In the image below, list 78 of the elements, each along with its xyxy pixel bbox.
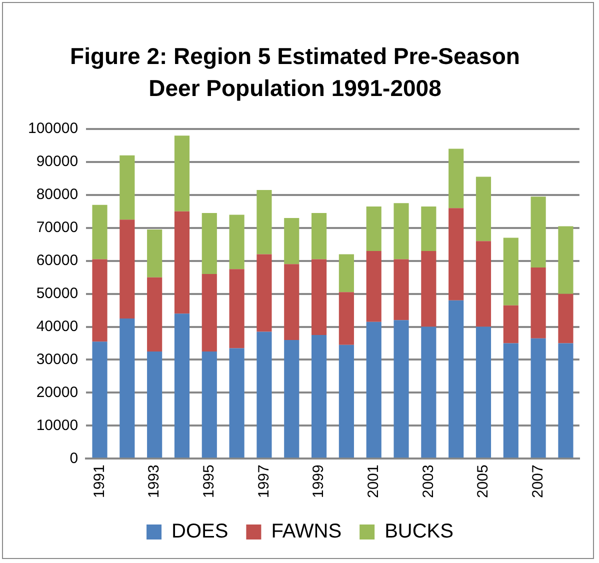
bar bbox=[366, 250, 382, 322]
bar bbox=[312, 213, 327, 260]
bar bbox=[366, 206, 382, 251]
bar bbox=[394, 259, 409, 320]
bar bbox=[256, 332, 272, 458]
bar bbox=[558, 294, 574, 344]
x-tick-label: 2007 bbox=[529, 464, 546, 498]
y-tick-label: 60000 bbox=[36, 252, 78, 269]
bar bbox=[338, 344, 354, 458]
y-tick-label: 100000 bbox=[28, 120, 78, 138]
bar bbox=[366, 322, 382, 458]
y-tick-label: 20000 bbox=[36, 384, 78, 401]
chart-title: Figure 2: Region 5 Estimated Pre-Season Deer Population 1991-2008 bbox=[69, 42, 521, 103]
bar bbox=[421, 206, 436, 251]
bar bbox=[92, 342, 108, 458]
bar bbox=[147, 352, 162, 458]
bar bbox=[530, 267, 546, 338]
y-tick-label: 0 bbox=[70, 450, 78, 467]
bar bbox=[174, 314, 190, 458]
x-tick-label: 1991 bbox=[90, 464, 108, 498]
bar bbox=[147, 230, 162, 278]
bar bbox=[147, 277, 162, 352]
bar bbox=[503, 305, 518, 344]
bar bbox=[284, 264, 300, 340]
bar bbox=[256, 190, 272, 254]
bar bbox=[503, 238, 518, 306]
y-tick-label: 10000 bbox=[36, 416, 78, 434]
y-tick-label: 70000 bbox=[36, 219, 78, 236]
legend-label: FAWNS bbox=[271, 520, 342, 543]
x-tick-label: 2003 bbox=[420, 464, 437, 498]
bar bbox=[421, 326, 436, 458]
bar bbox=[120, 155, 135, 220]
bar bbox=[284, 340, 300, 458]
y-tick-label: 90000 bbox=[36, 153, 78, 170]
legend-label: DOES bbox=[172, 520, 228, 543]
bar bbox=[421, 250, 436, 327]
bar bbox=[174, 136, 190, 212]
bar bbox=[338, 292, 354, 345]
bar bbox=[394, 203, 409, 260]
bar bbox=[558, 343, 574, 458]
y-tick-label: 80000 bbox=[36, 186, 78, 204]
x-tick-label: 2001 bbox=[364, 464, 382, 498]
x-tick-label: 1999 bbox=[310, 464, 328, 498]
bar bbox=[284, 218, 300, 264]
x-tick-label: 1997 bbox=[255, 464, 272, 498]
bar bbox=[256, 254, 272, 332]
bar bbox=[229, 269, 244, 348]
bar bbox=[476, 241, 492, 327]
bar bbox=[503, 343, 518, 458]
bar bbox=[202, 352, 217, 458]
bar bbox=[476, 176, 492, 242]
legend-label: BUCKS bbox=[384, 520, 454, 543]
bar bbox=[338, 254, 354, 292]
bar bbox=[312, 259, 327, 336]
bar bbox=[202, 213, 217, 274]
y-tick-label: 30000 bbox=[36, 350, 78, 368]
bar bbox=[530, 196, 546, 268]
bar bbox=[558, 226, 574, 294]
bar bbox=[174, 211, 190, 314]
bar bbox=[448, 300, 464, 458]
bar bbox=[448, 148, 464, 208]
bar bbox=[120, 220, 135, 319]
bar bbox=[92, 259, 108, 342]
bar bbox=[202, 274, 217, 352]
bar bbox=[312, 335, 327, 458]
bar bbox=[476, 326, 492, 458]
bar bbox=[448, 208, 464, 300]
bar bbox=[229, 214, 244, 270]
x-tick-label: 1993 bbox=[146, 464, 163, 498]
bar bbox=[229, 348, 244, 458]
x-tick-label: 2005 bbox=[474, 464, 492, 498]
y-tick-label: 50000 bbox=[36, 284, 78, 302]
x-tick-label: 1995 bbox=[200, 464, 218, 498]
bar bbox=[92, 204, 108, 260]
y-tick-label: 40000 bbox=[36, 318, 78, 335]
bar bbox=[530, 338, 546, 458]
bar bbox=[394, 320, 409, 458]
bar bbox=[120, 318, 135, 458]
